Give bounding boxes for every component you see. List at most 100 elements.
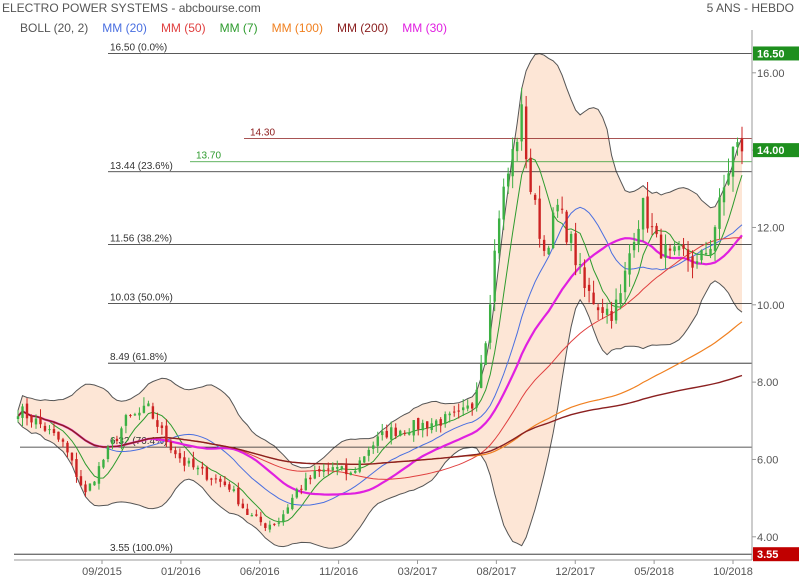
candle <box>61 437 65 448</box>
candle <box>533 193 537 205</box>
candle <box>727 158 730 186</box>
candle <box>619 284 622 310</box>
candle <box>192 451 195 470</box>
candle <box>524 95 528 169</box>
candle <box>331 462 334 472</box>
candle <box>228 481 231 493</box>
candle <box>381 423 384 441</box>
x-tick-label: 08/2017 <box>476 566 516 578</box>
candle <box>493 239 496 312</box>
candle <box>709 240 712 259</box>
x-tick-label: 05/2018 <box>634 566 674 578</box>
candle <box>241 498 245 509</box>
candle <box>246 503 249 515</box>
candle <box>97 462 101 490</box>
candle <box>304 472 308 491</box>
candle <box>538 185 541 248</box>
candle <box>264 522 267 532</box>
candle <box>313 465 316 480</box>
candle <box>439 417 442 433</box>
candle <box>408 428 411 436</box>
x-tick-label: 01/2016 <box>161 566 201 578</box>
candle <box>147 400 150 407</box>
candle <box>219 475 222 488</box>
candle <box>497 210 501 260</box>
candle <box>673 242 676 256</box>
candle <box>16 410 20 423</box>
price-badge: 14.00 <box>753 143 799 158</box>
fibonacci-label: 16.50 (0.0%) <box>110 42 167 53</box>
svg-text:14.00: 14.00 <box>757 145 785 157</box>
candle <box>475 382 478 412</box>
candle <box>592 280 595 305</box>
candle <box>691 250 694 279</box>
candle <box>52 423 56 436</box>
candle <box>547 245 550 255</box>
candle <box>560 196 564 214</box>
legend-item: MM (20) <box>102 21 147 35</box>
candle <box>668 244 672 259</box>
candle <box>713 225 717 261</box>
candle <box>731 146 735 192</box>
candle <box>255 509 258 517</box>
candle <box>569 231 573 252</box>
legend-item: MM (200) <box>336 21 389 35</box>
chart-title: ELECTRO POWER SYSTEMS - abcbourse.com <box>2 1 261 15</box>
fibonacci-label: 11.56 (38.2%) <box>110 233 172 244</box>
candle <box>268 520 272 533</box>
candle <box>120 426 123 450</box>
candle <box>142 397 146 414</box>
candle <box>372 441 375 454</box>
candle <box>340 465 343 471</box>
x-tick-label: 11/2016 <box>319 566 358 578</box>
candle <box>659 228 663 259</box>
candle <box>282 510 285 526</box>
candle <box>610 301 613 329</box>
legend-item: MM (50) <box>160 21 206 35</box>
indicator-legend: BOLL (20, 2) MM (20) MM (50) MM (7) MM (100)… <box>20 21 461 35</box>
candle <box>358 457 361 474</box>
candle <box>700 249 703 264</box>
candle <box>106 444 110 463</box>
candle <box>686 241 690 272</box>
candle <box>286 504 290 514</box>
price-badge: 3.55 <box>753 547 799 562</box>
x-tick-label: 09/2015 <box>82 566 122 578</box>
candle <box>201 461 204 475</box>
x-tick-label: 03/2017 <box>398 566 438 578</box>
candle <box>682 237 685 256</box>
candle <box>178 448 182 463</box>
candle <box>718 188 721 240</box>
candle <box>138 407 141 421</box>
fibonacci-label: 13.44 (23.6%) <box>110 161 173 172</box>
candle <box>722 174 726 216</box>
candle <box>295 487 299 499</box>
candle <box>156 412 159 434</box>
candle <box>637 220 640 253</box>
period-label[interactable]: 5 ANS - HEBDO <box>706 1 794 15</box>
svg-text:3.55: 3.55 <box>757 549 778 561</box>
candle <box>412 420 415 442</box>
candle <box>650 213 654 235</box>
candle <box>385 424 388 439</box>
candle <box>277 517 281 527</box>
candle <box>542 235 546 257</box>
svg-text:16.50: 16.50 <box>757 48 785 60</box>
candle <box>205 465 209 482</box>
candle <box>66 441 69 458</box>
candle <box>376 431 379 454</box>
candle <box>151 402 155 420</box>
candle <box>479 354 483 389</box>
moving-average-200 <box>17 374 743 465</box>
y-tick-label: 6.00 <box>757 454 778 466</box>
candle <box>574 222 577 276</box>
candle <box>448 411 451 423</box>
candle <box>25 398 29 426</box>
candle <box>354 467 357 474</box>
fibonacci-label: 3.55 (100.0%) <box>110 543 173 554</box>
candle <box>102 458 105 469</box>
candle <box>466 399 469 412</box>
candle <box>165 419 168 448</box>
candle <box>210 477 213 486</box>
candle <box>250 512 254 517</box>
